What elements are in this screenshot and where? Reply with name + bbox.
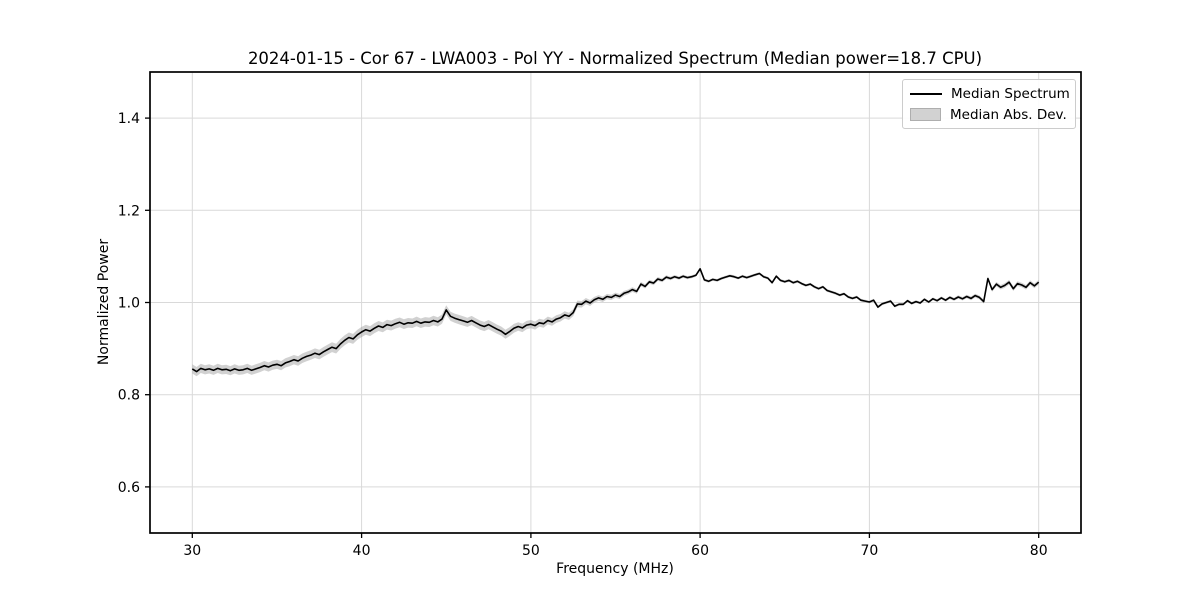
legend-entry-median-abs-dev: Median Abs. Dev. <box>910 106 1067 123</box>
y-tick-label: 1.4 <box>118 111 140 127</box>
x-axis-label: Frequency (MHz) <box>556 561 674 577</box>
band-swatch-icon <box>910 108 941 121</box>
x-tick-label: 70 <box>860 543 878 559</box>
tick-labels: 30 40 50 60 70 80 0.6 0.8 1.0 1.2 1.4 <box>118 111 1048 559</box>
y-tick-label: 1.2 <box>118 203 140 219</box>
y-tick-label: 0.8 <box>118 388 140 404</box>
legend-label: Median Abs. Dev. <box>950 106 1067 123</box>
grid <box>150 72 1081 533</box>
legend-entry-median-spectrum: Median Spectrum <box>910 85 1070 102</box>
x-tick-label: 50 <box>522 543 540 559</box>
tick-marks <box>145 117 1040 538</box>
y-tick-label: 1.0 <box>118 296 140 312</box>
mad-band <box>192 267 1039 377</box>
legend: Median Spectrum Median Abs. Dev. <box>902 79 1076 129</box>
chart-title: 2024-01-15 - Cor 67 - LWA003 - Pol YY - … <box>247 49 983 68</box>
x-tick-label: 80 <box>1030 543 1048 559</box>
median-spectrum-line <box>191 268 1040 373</box>
x-tick-label: 40 <box>353 543 371 559</box>
y-tick-label: 0.6 <box>118 480 140 496</box>
line-swatch-icon <box>910 92 942 95</box>
x-tick-label: 30 <box>183 543 201 559</box>
x-tick-label: 60 <box>691 543 709 559</box>
legend-label: Median Spectrum <box>951 85 1070 102</box>
